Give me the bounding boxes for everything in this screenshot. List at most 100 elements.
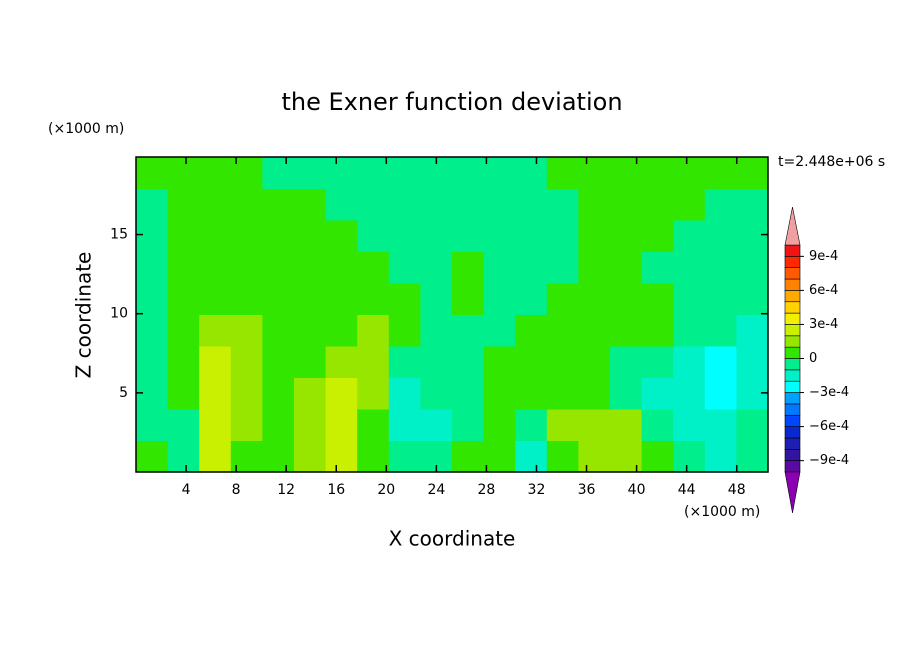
- contour-cell: [483, 314, 516, 347]
- contour-cell: [452, 283, 485, 315]
- contour-cell: [483, 157, 516, 189]
- contour-cell: [483, 251, 516, 284]
- contour-cell: [704, 157, 737, 189]
- contour-cell: [199, 346, 232, 378]
- contour-cell: [294, 188, 327, 221]
- contour-cell: [325, 440, 358, 473]
- colorbar-tick-label: 9e-4: [809, 249, 838, 264]
- contour-cell: [483, 440, 516, 473]
- contour-cell: [452, 251, 485, 284]
- contour-cell: [167, 440, 200, 473]
- contour-cell: [199, 157, 232, 189]
- contour-cell: [452, 314, 485, 347]
- colorbar-box: [784, 267, 801, 280]
- colorbar-box: [784, 448, 801, 461]
- chart-title: the Exner function deviation: [281, 88, 622, 116]
- contour-cell: [546, 409, 579, 441]
- contour-cell: [546, 440, 579, 473]
- contour-cell: [641, 346, 674, 378]
- contour-cell: [515, 346, 548, 378]
- contour-cell: [199, 251, 232, 284]
- contour-cell: [325, 377, 358, 410]
- contour-cell: [578, 283, 611, 315]
- contour-cell: [673, 251, 706, 284]
- contour-cell: [325, 157, 358, 189]
- contour-cell: [199, 440, 232, 473]
- contour-cell: [736, 283, 769, 315]
- contour-cell: [230, 251, 263, 284]
- contour-cell: [199, 377, 232, 410]
- contour-cell: [420, 346, 453, 378]
- colorbar-box: [784, 403, 801, 416]
- contour-cell: [136, 251, 169, 284]
- contour-cell: [515, 409, 548, 441]
- contour-cell: [578, 251, 611, 284]
- contour-cell: [515, 251, 548, 284]
- contour-cell: [610, 314, 643, 347]
- contour-cell: [673, 346, 706, 378]
- contour-cell: [736, 314, 769, 347]
- contour-cell: [546, 377, 579, 410]
- contour-cell: [325, 283, 358, 315]
- contour-cell: [136, 283, 169, 315]
- contour-cell: [167, 409, 200, 441]
- x-tick-label: 20: [377, 482, 395, 498]
- contour-cell: [199, 188, 232, 221]
- x-tick-label: 36: [578, 482, 596, 498]
- contour-cell: [673, 409, 706, 441]
- contour-cell: [578, 157, 611, 189]
- contour-cell: [515, 188, 548, 221]
- contour-cell: [325, 409, 358, 441]
- y-tick-label: 5: [119, 385, 128, 401]
- contour-cell: [704, 377, 737, 410]
- contour-cell: [578, 220, 611, 252]
- contour-cell: [357, 346, 390, 378]
- contour-cell: [483, 283, 516, 315]
- contour-cell: [388, 409, 421, 441]
- contour-cell: [262, 314, 295, 347]
- colorbar-box: [784, 369, 801, 382]
- colorbar-box: [784, 346, 801, 359]
- contour-cell: [420, 220, 453, 252]
- contour-cell: [294, 409, 327, 441]
- contour-cell: [420, 377, 453, 410]
- contour-cell: [420, 314, 453, 347]
- contour-cell: [578, 409, 611, 441]
- contour-cell: [167, 377, 200, 410]
- contour-cell: [515, 283, 548, 315]
- contour-cell: [641, 220, 674, 252]
- contour-cell: [167, 157, 200, 189]
- colorbar-box: [784, 256, 801, 269]
- contour-cell: [325, 188, 358, 221]
- contour-cell: [262, 188, 295, 221]
- contour-cell: [388, 377, 421, 410]
- contour-cell: [546, 157, 579, 189]
- contour-cell: [483, 220, 516, 252]
- contour-cell: [167, 314, 200, 347]
- colorbar-box: [784, 392, 801, 405]
- colorbar-under: [784, 471, 801, 514]
- contour-cell: [325, 220, 358, 252]
- contour-cell: [736, 188, 769, 221]
- contour-cell: [262, 409, 295, 441]
- contour-cell: [736, 220, 769, 252]
- contour-cell: [641, 157, 674, 189]
- contour-cell: [578, 440, 611, 473]
- colorbar-box: [784, 358, 801, 371]
- contour-cell: [704, 251, 737, 284]
- colorbar-box: [784, 290, 801, 303]
- contour-cell: [736, 251, 769, 284]
- contour-cell: [294, 220, 327, 252]
- contour-cell: [736, 346, 769, 378]
- contour-cell: [546, 314, 579, 347]
- contour-cell: [546, 346, 579, 378]
- contour-cell: [199, 314, 232, 347]
- contour-cell: [704, 440, 737, 473]
- contour-cell: [610, 409, 643, 441]
- contour-cell: [325, 314, 358, 347]
- colorbar-box: [784, 335, 801, 348]
- contour-cell: [452, 188, 485, 221]
- colorbar-box: [784, 301, 801, 314]
- colorbar-tick-label: 6e-4: [809, 283, 838, 298]
- x-tick-label: 44: [678, 482, 696, 498]
